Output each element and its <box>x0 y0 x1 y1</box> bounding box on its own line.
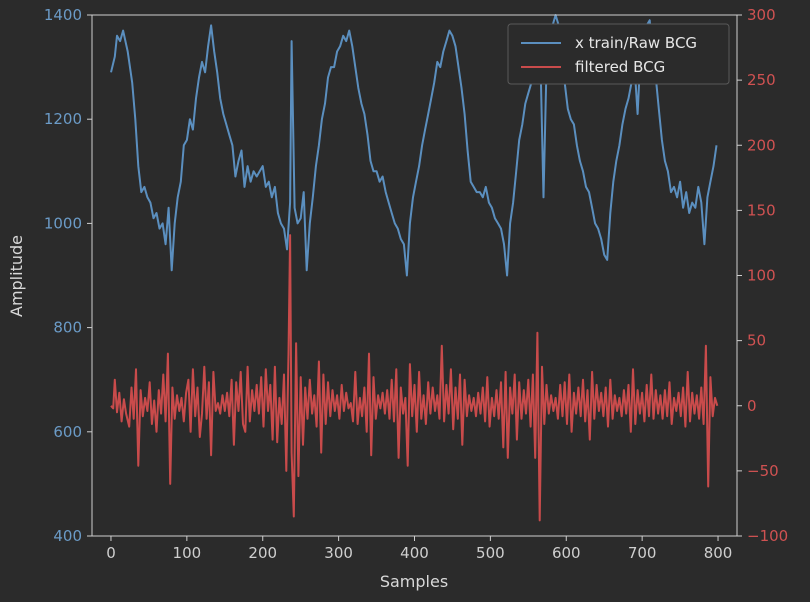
x-axis-title: Samples <box>380 572 448 591</box>
right-tick-label: 250 <box>747 71 776 89</box>
right-tick-label: 150 <box>747 201 776 219</box>
series-line-raw-bcg <box>110 14 718 277</box>
right-tick-label: 0 <box>747 397 757 415</box>
x-tick-label: 300 <box>324 544 353 562</box>
x-tick-label: 100 <box>173 544 202 562</box>
right-tick-label: 300 <box>747 6 776 24</box>
x-tick-label: 500 <box>476 544 505 562</box>
y-axis-title: Amplitude <box>7 235 26 317</box>
left-tick-label: 1400 <box>44 6 82 24</box>
legend: x train/Raw BCG filtered BCG <box>507 23 730 85</box>
legend-box <box>507 23 730 85</box>
left-tick-label: 1200 <box>44 110 82 128</box>
right-tick-label: −50 <box>747 462 779 480</box>
series-line-filtered-bcg <box>110 234 719 522</box>
left-tick-label: 400 <box>53 527 82 545</box>
legend-label-raw: x train/Raw BCG <box>575 34 697 52</box>
right-tick-label: 200 <box>747 136 776 154</box>
x-tick-label: 200 <box>248 544 277 562</box>
left-tick-label: 600 <box>53 423 82 441</box>
legend-label-filtered: filtered BCG <box>575 58 665 76</box>
x-tick-label: 800 <box>704 544 733 562</box>
right-axis-ticks: −100 −50 0 50 100 150 200 250 300 <box>737 6 788 545</box>
left-tick-label: 1000 <box>44 214 82 232</box>
series-layer <box>110 14 719 522</box>
x-tick-label: 700 <box>628 544 657 562</box>
right-tick-label: 50 <box>747 332 766 350</box>
x-tick-label: 600 <box>552 544 581 562</box>
right-tick-label: 100 <box>747 267 776 285</box>
x-axis-ticks: 0 100 200 300 400 500 600 700 800 <box>106 536 732 562</box>
left-axis-ticks: 400 600 800 1000 1200 1400 <box>44 6 92 545</box>
x-tick-label: 400 <box>400 544 429 562</box>
right-tick-label: −100 <box>747 527 788 545</box>
x-tick-label: 0 <box>106 544 116 562</box>
left-tick-label: 800 <box>53 319 82 337</box>
